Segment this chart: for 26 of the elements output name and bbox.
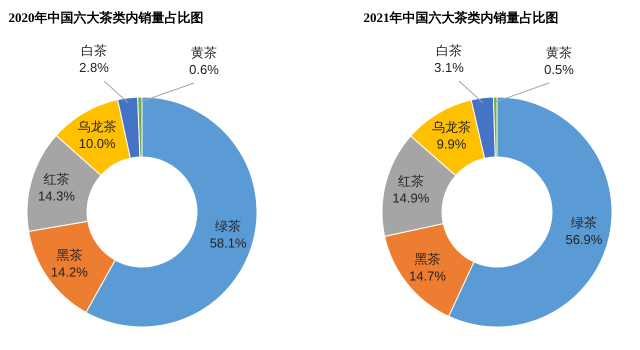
data-label: 14.3%	[38, 188, 76, 204]
slice-label: 黑茶	[414, 252, 441, 267]
data-label: 14.7%	[409, 268, 446, 284]
slice-label: 黄茶	[546, 45, 572, 60]
slice-label: 红茶	[398, 174, 424, 189]
data-label: 14.9%	[392, 190, 430, 206]
slice-label: 白茶	[436, 43, 462, 58]
chart-title: 2021年中国六大茶类内销量占比图	[364, 10, 558, 25]
slice-label: 黄茶	[191, 45, 217, 60]
data-label: 0.5%	[544, 62, 574, 77]
chart-title: 2020年中国六大茶类内销量占比图	[8, 10, 204, 25]
slice-label: 白茶	[81, 43, 107, 58]
data-label: 9.9%	[436, 136, 467, 152]
data-label: 58.1%	[210, 235, 247, 250]
slice-label: 黑茶	[56, 247, 82, 262]
data-label: 56.9%	[565, 232, 603, 248]
data-label: 0.6%	[189, 62, 220, 77]
slice-label: 绿茶	[215, 218, 242, 234]
slice-label: 红茶	[43, 171, 70, 186]
slice-label: 乌龙茶	[432, 120, 471, 135]
data-label: 14.2%	[50, 264, 88, 280]
data-label: 3.1%	[434, 60, 464, 75]
data-label: 2.8%	[79, 60, 110, 75]
slice-label: 绿茶	[570, 215, 597, 230]
slice-label: 乌龙茶	[78, 119, 117, 134]
data-label: 10.0%	[78, 136, 116, 152]
